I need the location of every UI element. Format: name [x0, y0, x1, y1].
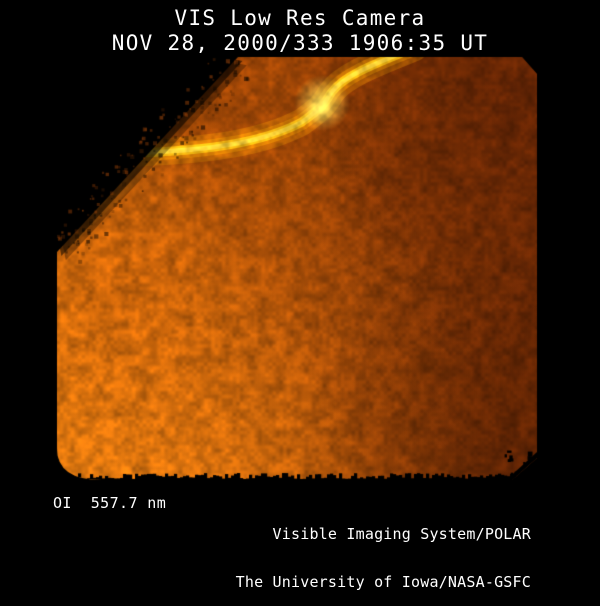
wavelength-label: OI 557.7 nm	[53, 494, 167, 512]
aurora-camera-image	[0, 0, 600, 545]
credit-line-institution: The University of Iowa/NASA-GSFC	[235, 573, 531, 591]
credits-block: Visible Imaging System/POLAR The Univers…	[236, 494, 531, 606]
image-timestamp: NOV 28, 2000/333 1906:35 UT	[111, 31, 489, 55]
camera-title: VIS Low Res Camera	[174, 6, 426, 30]
credit-line-instrument: Visible Imaging System/POLAR	[272, 525, 531, 543]
